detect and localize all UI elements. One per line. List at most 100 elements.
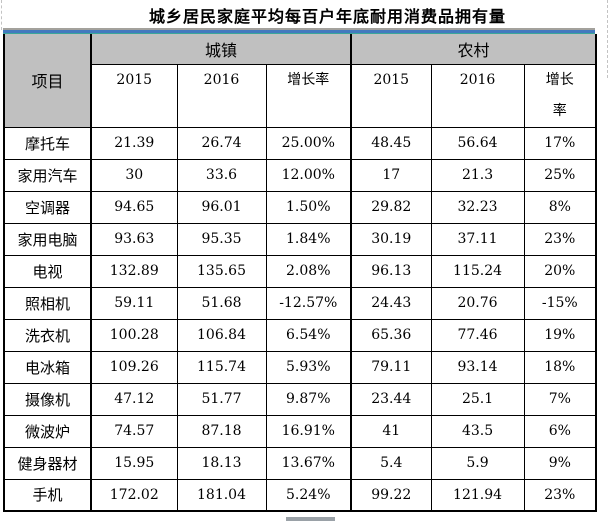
value-cell[interactable]: 109.26	[90, 350, 178, 384]
value-cell[interactable]: 56.64	[430, 126, 525, 160]
value-cell[interactable]: 25%	[523, 158, 597, 192]
value-cell[interactable]: 18%	[523, 350, 597, 384]
subheader-urban-2016[interactable]: 2016	[176, 63, 267, 128]
value-cell[interactable]: 79.11	[350, 350, 432, 384]
table-row: 洗衣机 100.28 106.84 6.54% 65.36 77.46 19%	[3, 318, 597, 352]
value-cell[interactable]: 17%	[523, 126, 597, 160]
item-cell[interactable]: 家用电脑	[3, 222, 92, 256]
value-cell[interactable]: 7%	[523, 382, 597, 416]
group-header-rural[interactable]: 农村	[350, 34, 597, 65]
value-cell[interactable]: 1.84%	[265, 222, 353, 256]
value-cell[interactable]: 2.08%	[265, 254, 353, 288]
value-cell[interactable]: 99.22	[350, 478, 432, 512]
value-cell[interactable]: 5.4	[350, 446, 432, 480]
value-cell[interactable]: 100.28	[90, 318, 178, 352]
item-cell[interactable]: 洗衣机	[3, 318, 92, 352]
value-cell[interactable]: 12.00%	[265, 158, 353, 192]
value-cell[interactable]: 51.77	[176, 382, 267, 416]
value-cell[interactable]: 95.35	[176, 222, 267, 256]
value-cell[interactable]: 65.36	[350, 318, 432, 352]
value-cell[interactable]: 33.6	[176, 158, 267, 192]
value-cell[interactable]: 132.89	[90, 254, 178, 288]
value-cell[interactable]: 9%	[523, 446, 597, 480]
value-cell[interactable]: 21.3	[430, 158, 525, 192]
item-cell[interactable]: 家用汽车	[3, 158, 92, 192]
value-cell[interactable]: 47.12	[90, 382, 178, 416]
value-cell[interactable]: 30.19	[350, 222, 432, 256]
subheader-rural-2016[interactable]: 2016	[430, 63, 525, 128]
item-cell[interactable]: 摄像机	[3, 382, 92, 416]
value-cell[interactable]: 43.5	[430, 414, 525, 448]
value-cell[interactable]: 115.24	[430, 254, 525, 288]
value-cell[interactable]: 23%	[523, 222, 597, 256]
value-cell[interactable]: 24.43	[350, 286, 432, 320]
value-cell[interactable]: 87.18	[176, 414, 267, 448]
value-cell[interactable]: 181.04	[176, 478, 267, 512]
table-row: 微波炉 74.57 87.18 16.91% 41 43.5 6%	[3, 414, 597, 448]
value-cell[interactable]: 6.54%	[265, 318, 353, 352]
value-cell[interactable]: 18.13	[176, 446, 267, 480]
table-row: 家用电脑 93.63 95.35 1.84% 30.19 37.11 23%	[3, 222, 597, 256]
value-cell[interactable]: 5.24%	[265, 478, 353, 512]
value-cell[interactable]: 15.95	[90, 446, 178, 480]
value-cell[interactable]: 77.46	[430, 318, 525, 352]
value-cell[interactable]: 5.9	[430, 446, 525, 480]
value-cell[interactable]: 26.74	[176, 126, 267, 160]
value-cell[interactable]: 41	[350, 414, 432, 448]
value-cell[interactable]: 30	[90, 158, 178, 192]
value-cell[interactable]: 93.63	[90, 222, 178, 256]
value-cell[interactable]: 20.76	[430, 286, 525, 320]
value-cell[interactable]: 1.50%	[265, 190, 353, 224]
durables-table: 项目 城镇 农村 2015 2016 增长率 2015 2016 增长率 摩托车…	[3, 28, 598, 512]
value-cell[interactable]: 59.11	[90, 286, 178, 320]
value-cell[interactable]: 172.02	[90, 478, 178, 512]
item-cell[interactable]: 健身器材	[3, 446, 92, 480]
value-cell[interactable]: 48.45	[350, 126, 432, 160]
table-row: 手机 172.02 181.04 5.24% 99.22 121.94 23%	[3, 478, 597, 512]
subheader-urban-2015[interactable]: 2015	[90, 63, 178, 128]
value-cell[interactable]: 21.39	[90, 126, 178, 160]
value-cell[interactable]: -12.57%	[265, 286, 353, 320]
group-header-row: 项目 城镇 农村	[3, 34, 597, 128]
value-cell[interactable]: 94.65	[90, 190, 178, 224]
value-cell[interactable]: 115.74	[176, 350, 267, 384]
table-body: 摩托车 21.39 26.74 25.00% 48.45 56.64 17% 家用汽车 30 33…	[3, 126, 597, 512]
value-cell[interactable]: 19%	[523, 318, 597, 352]
value-cell[interactable]: -15%	[523, 286, 597, 320]
value-cell[interactable]: 74.57	[90, 414, 178, 448]
item-cell[interactable]: 空调器	[3, 190, 92, 224]
item-cell[interactable]: 电冰箱	[3, 350, 92, 384]
value-cell[interactable]: 121.94	[430, 478, 525, 512]
value-cell[interactable]: 37.11	[430, 222, 525, 256]
value-cell[interactable]: 29.82	[350, 190, 432, 224]
value-cell[interactable]: 135.65	[176, 254, 267, 288]
value-cell[interactable]: 25.00%	[265, 126, 353, 160]
item-cell[interactable]: 电视	[3, 254, 92, 288]
value-cell[interactable]: 25.1	[430, 382, 525, 416]
value-cell[interactable]: 23%	[523, 478, 597, 512]
value-cell[interactable]: 6%	[523, 414, 597, 448]
subheader-rural-2015[interactable]: 2015	[350, 63, 432, 128]
corner-header-cell[interactable]: 项目	[3, 34, 92, 128]
item-cell[interactable]: 微波炉	[3, 414, 92, 448]
value-cell[interactable]: 51.68	[176, 286, 267, 320]
value-cell[interactable]: 106.84	[176, 318, 267, 352]
item-cell[interactable]: 手机	[3, 478, 92, 512]
subheader-rural-growth[interactable]: 增长率	[523, 63, 597, 128]
group-header-urban[interactable]: 城镇	[90, 34, 353, 65]
subheader-urban-growth[interactable]: 增长率	[265, 63, 353, 128]
value-cell[interactable]: 16.91%	[265, 414, 353, 448]
value-cell[interactable]: 8%	[523, 190, 597, 224]
item-cell[interactable]: 摩托车	[3, 126, 92, 160]
value-cell[interactable]: 96.13	[350, 254, 432, 288]
value-cell[interactable]: 9.87%	[265, 382, 353, 416]
value-cell[interactable]: 93.14	[430, 350, 525, 384]
value-cell[interactable]: 5.93%	[265, 350, 353, 384]
value-cell[interactable]: 20%	[523, 254, 597, 288]
value-cell[interactable]: 23.44	[350, 382, 432, 416]
value-cell[interactable]: 13.67%	[265, 446, 353, 480]
value-cell[interactable]: 32.23	[430, 190, 525, 224]
item-cell[interactable]: 照相机	[3, 286, 92, 320]
value-cell[interactable]: 17	[350, 158, 432, 192]
value-cell[interactable]: 96.01	[176, 190, 267, 224]
